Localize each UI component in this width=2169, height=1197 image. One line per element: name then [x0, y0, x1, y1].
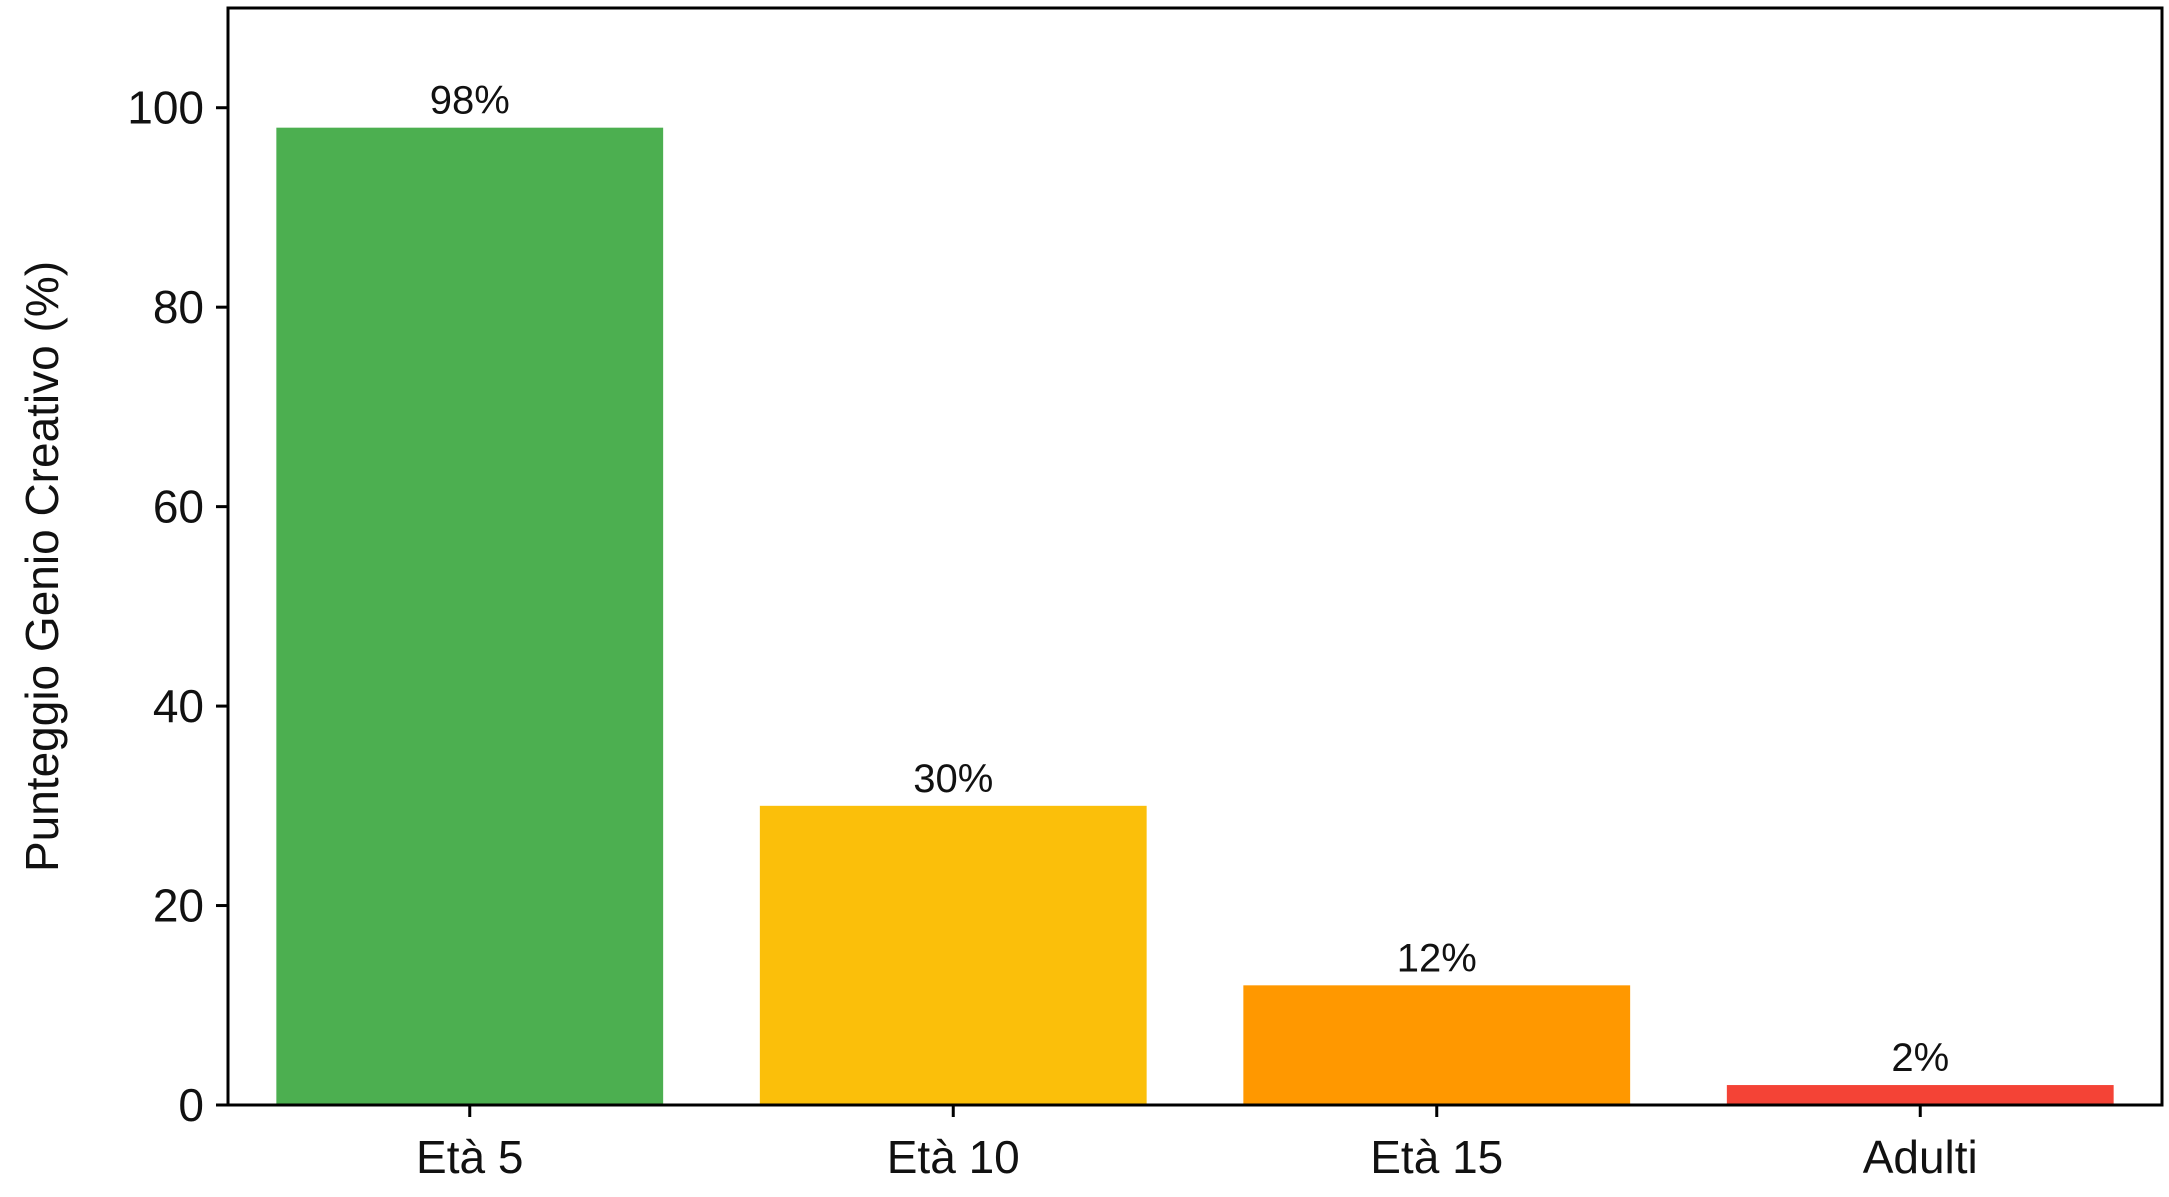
x-axis: Età 5 Età 10 Età 15 Adulti	[416, 1105, 1978, 1183]
bar	[1243, 985, 1631, 1105]
y-tick-label: 80	[153, 281, 204, 333]
data-label: 2%	[1891, 1036, 1949, 1080]
data-label: 98%	[430, 79, 510, 123]
y-axis: 0 20 40 60 80 100	[127, 82, 228, 1131]
y-tick-label: 40	[153, 680, 204, 732]
bars-layer	[276, 127, 2114, 1105]
data-label: 30%	[913, 757, 993, 801]
data-labels: 98% 30% 12% 2%	[430, 79, 1949, 1080]
y-tick-label: 0	[178, 1079, 204, 1131]
y-tick-label: 20	[153, 880, 204, 932]
y-tick-label: 60	[153, 481, 204, 533]
plot-frame	[226, 6, 2164, 1107]
x-tick-label: Età 5	[416, 1131, 523, 1183]
bar	[276, 127, 664, 1105]
bar	[1726, 1085, 2114, 1105]
data-label: 12%	[1397, 936, 1477, 980]
x-tick-label: Età 10	[887, 1131, 1020, 1183]
bar	[759, 805, 1147, 1105]
y-axis-label: Punteggio Genio Creativo (%)	[16, 261, 68, 872]
y-tick-label: 100	[127, 82, 204, 134]
x-tick-label: Età 15	[1370, 1131, 1503, 1183]
x-tick-label: Adulti	[1863, 1131, 1978, 1183]
